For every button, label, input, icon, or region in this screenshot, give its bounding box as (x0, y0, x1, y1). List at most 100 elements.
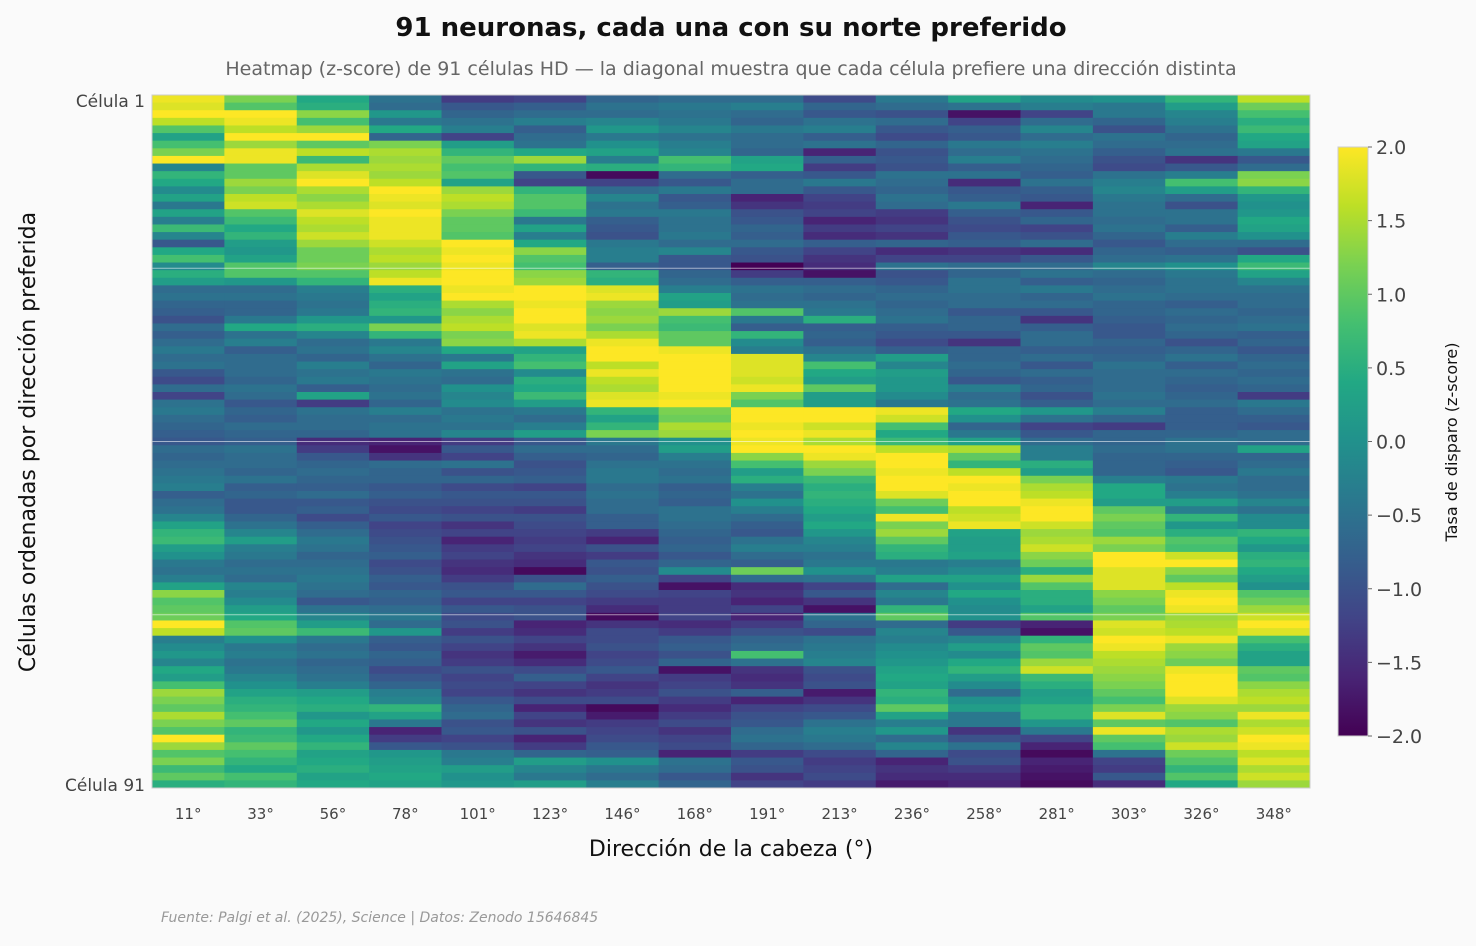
heatmap-cell (1020, 270, 1094, 279)
heatmap-cell (296, 178, 370, 187)
heatmap-cell (1092, 194, 1166, 203)
heatmap-cell (586, 338, 660, 347)
heatmap-cell (658, 529, 732, 538)
heatmap-cell (731, 468, 804, 477)
heatmap-cell (948, 643, 1021, 652)
heatmap-cell (586, 331, 660, 340)
heatmap-cell (1092, 285, 1166, 294)
heatmap-cell (224, 323, 298, 332)
heatmap-cell (296, 445, 370, 454)
heatmap-cell (1020, 346, 1094, 355)
heatmap-cell (1237, 628, 1311, 637)
heatmap-cell (948, 277, 1021, 286)
heatmap-cell (1237, 110, 1311, 119)
heatmap-cell (441, 727, 515, 736)
heatmap-cell (296, 133, 370, 142)
heatmap-cell (1237, 414, 1311, 423)
heatmap-cell (803, 338, 877, 347)
heatmap-cell (441, 590, 515, 599)
heatmap-cell (731, 475, 804, 484)
heatmap-cell (875, 102, 949, 111)
heatmap-cell (658, 491, 732, 500)
heatmap-cell (586, 201, 660, 210)
heatmap-cell (224, 201, 298, 210)
heatmap-cell (441, 148, 515, 157)
heatmap-cell (948, 323, 1021, 332)
heatmap-cell (296, 163, 370, 172)
heatmap-cell (1237, 536, 1311, 545)
heatmap-cell (803, 574, 877, 583)
heatmap-cell (224, 734, 298, 743)
heatmap-cell (513, 95, 587, 104)
heatmap-cell (658, 544, 732, 553)
group-separators (152, 267, 1310, 616)
heatmap-cell (875, 475, 949, 484)
heatmap-cell (1020, 772, 1094, 781)
heatmap-cell (948, 102, 1021, 111)
heatmap-cell (224, 308, 298, 317)
heatmap-cell (948, 346, 1021, 355)
heatmap-cell (1237, 262, 1311, 271)
heatmap-cell (875, 551, 949, 561)
heatmap-cell (152, 544, 225, 553)
heatmap-cell (875, 361, 949, 370)
heatmap-cell (296, 262, 370, 271)
heatmap-cell (369, 262, 442, 271)
heatmap-cell (1237, 102, 1311, 111)
heatmap-cell (803, 559, 877, 568)
heatmap-cell (513, 590, 587, 599)
heatmap-cell (731, 506, 804, 515)
heatmap-cell (1020, 475, 1094, 484)
heatmap-cell (1020, 719, 1094, 728)
heatmap-cell (224, 666, 298, 675)
heatmap-cell (658, 331, 732, 340)
heatmap-cell (803, 475, 877, 484)
heatmap-cell (1092, 513, 1166, 522)
x-tick-label: 146° (604, 805, 640, 823)
heatmap-cell (1092, 186, 1166, 195)
heatmap-cell (152, 658, 225, 667)
heatmap-cell (369, 392, 442, 401)
heatmap-cell (513, 369, 587, 378)
heatmap-cell (1237, 270, 1311, 279)
heatmap-cell (1237, 658, 1311, 667)
heatmap-cell (369, 529, 442, 538)
heatmap-cell (586, 605, 660, 614)
x-tick-label: 213° (821, 805, 857, 823)
heatmap-cell (803, 163, 877, 172)
heatmap-cell (152, 742, 225, 751)
heatmap-cell (152, 650, 225, 660)
heatmap-cell (586, 407, 660, 416)
heatmap-cell (224, 536, 298, 545)
heatmap-cell (224, 224, 298, 233)
heatmap-cell (875, 247, 949, 256)
heatmap-cell (1237, 696, 1311, 705)
heatmap-cell (1165, 262, 1239, 271)
heatmap-cell (1092, 133, 1166, 142)
heatmap-cell (224, 643, 298, 652)
heatmap-cell (224, 422, 298, 431)
heatmap-cell (658, 414, 732, 423)
heatmap-cell (296, 201, 370, 210)
heatmap-cell (586, 513, 660, 522)
heatmap-cell (1165, 270, 1239, 279)
heatmap-cell (803, 216, 877, 225)
heatmap-cell (1092, 536, 1166, 545)
heatmap-cell (586, 140, 660, 149)
heatmap-cell (152, 612, 225, 621)
heatmap-cell (224, 262, 298, 271)
heatmap-cell (1092, 95, 1166, 104)
heatmap-cell (513, 224, 587, 233)
heatmap-cell (948, 270, 1021, 279)
heatmap-cell (803, 254, 877, 264)
heatmap-cell (875, 666, 949, 675)
heatmap-cell (152, 331, 225, 340)
heatmap-cell (586, 765, 660, 774)
heatmap-cell (586, 117, 660, 126)
heatmap-cell (1165, 338, 1239, 347)
heatmap-cell (948, 551, 1021, 561)
heatmap-cell (875, 460, 949, 469)
heatmap-cell (1020, 369, 1094, 378)
heatmap-cell (152, 673, 225, 682)
heatmap-cell (152, 765, 225, 774)
